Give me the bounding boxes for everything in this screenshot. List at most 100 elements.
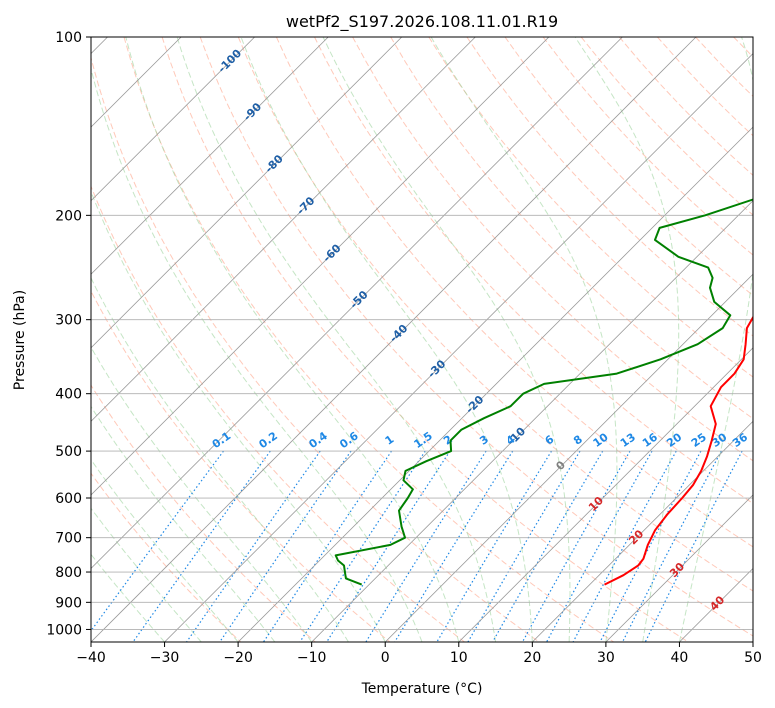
mixing-ratio-line bbox=[622, 450, 722, 642]
isotherm-line bbox=[752, 641, 753, 642]
isotherm-label: -90 bbox=[241, 100, 264, 123]
dry-adiabat bbox=[733, 37, 753, 58]
y-tick-label: 300 bbox=[55, 313, 82, 329]
x-tick-label: 40 bbox=[671, 650, 689, 666]
moist-adiabat bbox=[322, 37, 571, 642]
grid bbox=[91, 37, 753, 642]
moist-adiabat bbox=[91, 405, 276, 642]
x-axis-label: Temperature (°C) bbox=[361, 681, 483, 697]
moist-adiabat bbox=[91, 276, 349, 642]
mixing-ratio-line bbox=[299, 450, 426, 642]
moist-adiabat bbox=[430, 37, 618, 642]
isotherm-label: 40 bbox=[707, 593, 727, 613]
isotherm-label: -100 bbox=[215, 47, 244, 76]
dry-adiabat bbox=[237, 37, 753, 592]
mixing-ratio-line bbox=[436, 450, 553, 642]
isotherm-line bbox=[91, 37, 476, 422]
isotherm-line bbox=[311, 200, 753, 642]
dewpoint-line bbox=[334, 198, 753, 586]
mixing-ratio-line bbox=[492, 450, 604, 642]
isotherm-label: -80 bbox=[263, 152, 286, 175]
dry-adiabat bbox=[466, 37, 753, 337]
mixing-ratio-line bbox=[572, 450, 677, 642]
mixing-ratio-label: 16 bbox=[640, 430, 660, 450]
y-tick-label: 200 bbox=[55, 208, 82, 224]
background-lines bbox=[91, 37, 753, 642]
isotherm-line bbox=[91, 37, 403, 349]
mixing-ratio-line bbox=[599, 450, 702, 642]
isotherm-line bbox=[91, 37, 623, 570]
y-tick-label: 700 bbox=[55, 531, 82, 547]
x-tick-label: 30 bbox=[597, 650, 615, 666]
x-tick-label: 20 bbox=[523, 650, 541, 666]
y-tick-label: 600 bbox=[55, 491, 82, 507]
dry-adiabat bbox=[504, 37, 753, 296]
x-tick-label: −10 bbox=[297, 650, 327, 666]
dry-adiabat bbox=[428, 37, 753, 378]
dry-adiabat bbox=[91, 384, 316, 642]
plot-frame bbox=[90, 36, 754, 643]
x-tick-label: −30 bbox=[150, 650, 180, 666]
isotherm-line bbox=[91, 37, 329, 275]
moist-adiabat bbox=[91, 553, 165, 642]
dry-adiabat bbox=[161, 37, 689, 642]
isotherm-line bbox=[91, 37, 697, 642]
mixing-ratio-label: 3 bbox=[477, 433, 491, 448]
x-axis: −40 −30 −20 −10 0 10 20 30 40 50 bbox=[76, 642, 762, 666]
moist-adiabat bbox=[91, 66, 423, 642]
isotherm-label: 30 bbox=[667, 560, 687, 580]
mixing-ratio-label: 0.2 bbox=[257, 429, 280, 451]
moist-adiabat bbox=[125, 37, 460, 642]
y-axis-label: Pressure (hPa) bbox=[12, 290, 28, 390]
isotherm-line bbox=[605, 494, 753, 642]
mixing-ratio-label: 25 bbox=[689, 431, 709, 450]
x-tick-label: 50 bbox=[744, 650, 762, 666]
temperature-line bbox=[604, 315, 753, 586]
isotherm-line bbox=[237, 126, 753, 642]
y-tick-label: 800 bbox=[55, 565, 82, 581]
isotherm-label: -20 bbox=[463, 393, 486, 416]
dry-adiabat bbox=[657, 37, 753, 137]
mixing-ratio-line bbox=[326, 450, 451, 642]
moist-adiabat bbox=[91, 458, 239, 642]
dry-adiabat bbox=[390, 37, 753, 420]
x-tick-label: −40 bbox=[76, 650, 106, 666]
mixing-ratio-label: 0.1 bbox=[210, 429, 233, 451]
dry-adiabat bbox=[91, 185, 465, 642]
mixing-ratio-line bbox=[644, 450, 743, 642]
mixing-ratio-labels: 0.1 0.2 0.4 0.6 1 1.5 2 3 4 6 8 10 13 16 20 25 30 36 bbox=[210, 429, 751, 451]
moist-adiabat bbox=[678, 37, 753, 642]
isotherm-label: -40 bbox=[387, 322, 410, 345]
mixing-ratio-line bbox=[521, 450, 631, 642]
moist-adiabat bbox=[91, 346, 313, 642]
dry-adiabat bbox=[123, 37, 614, 642]
dry-adiabat bbox=[91, 55, 540, 642]
y-axis: 100 200 300 400 500 600 700 800 900 1000 bbox=[46, 30, 91, 638]
mixing-ratio-label: 8 bbox=[571, 433, 585, 448]
isotherm-label: -70 bbox=[294, 194, 317, 217]
profiles bbox=[334, 198, 753, 586]
x-tick-label: 0 bbox=[381, 650, 390, 666]
dry-adiabat bbox=[542, 37, 753, 256]
y-tick-label: 1000 bbox=[46, 622, 82, 638]
mixing-ratio-label: 1.5 bbox=[412, 429, 435, 451]
isotherm-label: 0 bbox=[553, 458, 568, 473]
isotherm-label: -50 bbox=[347, 288, 370, 311]
dry-adiabat bbox=[275, 37, 753, 548]
dry-adiabat bbox=[352, 37, 753, 462]
mixing-ratio-line bbox=[219, 450, 352, 642]
isotherm-line bbox=[164, 52, 753, 642]
isotherm-label: -30 bbox=[425, 357, 448, 380]
mixing-ratio-line bbox=[262, 450, 392, 642]
mixing-ratio-label: 1 bbox=[383, 433, 397, 448]
mixing-ratio-line bbox=[186, 450, 321, 642]
mixing-ratio-label: 2 bbox=[441, 433, 455, 448]
dry-adiabat bbox=[314, 37, 753, 505]
dry-adiabat bbox=[91, 472, 242, 642]
y-tick-label: 900 bbox=[55, 595, 82, 611]
moist-adiabat bbox=[574, 37, 680, 642]
mixing-ratio-label: 0.4 bbox=[306, 429, 330, 451]
isotherm-line bbox=[679, 567, 753, 642]
x-tick-label: −20 bbox=[223, 650, 253, 666]
